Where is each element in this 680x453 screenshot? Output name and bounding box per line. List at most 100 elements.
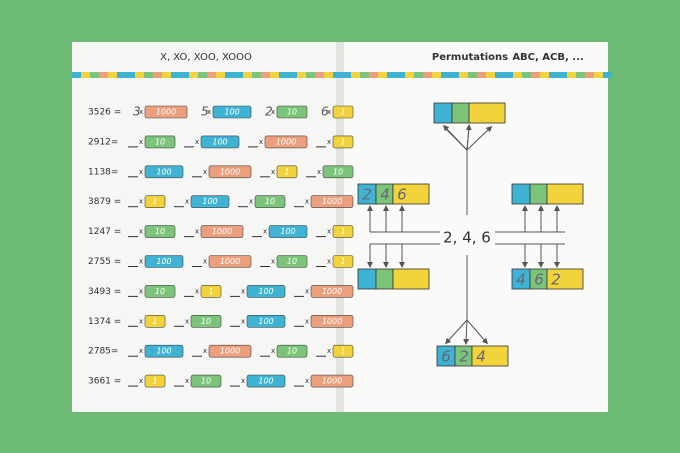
- stripe: [324, 72, 333, 78]
- chip-label: 100: [258, 287, 273, 296]
- chip-label: 1000: [220, 257, 240, 266]
- stripe: [144, 72, 153, 78]
- chip-label: 1000: [322, 197, 342, 206]
- place-chip: [310, 195, 354, 208]
- left-title: X, XO, XOO, XOOO: [160, 52, 252, 63]
- stripe: [135, 72, 144, 78]
- stripe: [603, 72, 612, 78]
- digit: 2: [265, 105, 273, 119]
- stripe: [225, 72, 234, 78]
- chip-label: 10: [155, 287, 165, 296]
- place-chip: [144, 195, 166, 208]
- times: x: [139, 168, 143, 176]
- times: x: [327, 138, 331, 146]
- place-chip: [200, 285, 222, 298]
- place-chip: [310, 314, 354, 328]
- place-chip: [144, 135, 176, 149]
- chip-label: 1000: [212, 227, 232, 236]
- times: x: [249, 198, 253, 206]
- chip-label: 1000: [322, 317, 342, 326]
- place-chip: [144, 314, 166, 328]
- times: x: [203, 347, 207, 355]
- right-title: Permutations: [432, 52, 508, 63]
- place-chip: [332, 105, 354, 119]
- row-label: 2912=: [88, 137, 118, 147]
- chip-label: 100: [280, 227, 295, 236]
- stripe: [351, 72, 360, 78]
- times: x: [185, 317, 189, 325]
- place-chip: [200, 225, 244, 238]
- stripe: [234, 72, 243, 78]
- place-chip: [310, 374, 354, 388]
- place-chip: [144, 105, 188, 119]
- times: x: [263, 228, 267, 236]
- chip-label: 100: [224, 108, 239, 117]
- row-label: 1138=: [88, 167, 118, 177]
- stripe: [423, 72, 432, 78]
- times: x: [139, 317, 143, 325]
- digit-block: [529, 183, 548, 205]
- times: x: [139, 198, 143, 206]
- row-label: 3526 =: [88, 108, 121, 118]
- place-chip: [144, 165, 184, 179]
- chip-label: 10: [333, 167, 343, 176]
- chip-label: 100: [202, 197, 217, 206]
- digit-block: [451, 102, 470, 124]
- times: x: [195, 228, 199, 236]
- times: x: [195, 138, 199, 146]
- stripe: [432, 72, 441, 78]
- times: x: [271, 258, 275, 266]
- stripe: [72, 72, 81, 78]
- stripe: [162, 72, 171, 78]
- digit-block: [546, 268, 584, 290]
- times: x: [203, 258, 207, 266]
- chip-label: 1000: [276, 137, 296, 146]
- place-chip: [332, 225, 354, 238]
- times: x: [139, 138, 143, 146]
- stripe: [441, 72, 450, 78]
- center-digits: 2, 4, 6: [443, 229, 491, 247]
- chip-label: 1: [152, 317, 157, 326]
- stripe: [396, 72, 405, 78]
- stripe: [342, 72, 351, 78]
- block-digit: 4: [380, 186, 390, 204]
- chip-label: 100: [258, 317, 273, 326]
- digit-block: [511, 183, 531, 205]
- times: x: [305, 377, 309, 385]
- stripe: [270, 72, 279, 78]
- chip-label: 1000: [220, 347, 240, 356]
- stripe: [405, 72, 414, 78]
- block-digit: 4: [516, 271, 526, 289]
- times: x: [241, 287, 245, 295]
- place-chip: [144, 255, 184, 268]
- digit: 3: [133, 105, 141, 119]
- row-label: 2755 =: [88, 257, 121, 267]
- chip-label: 10: [287, 347, 297, 356]
- times: x: [139, 228, 143, 236]
- place-chip: [144, 344, 184, 358]
- digit-block: [546, 183, 584, 205]
- times: x: [305, 287, 309, 295]
- chip-label: 1: [340, 347, 345, 356]
- chip-label: 10: [201, 317, 211, 326]
- place-chip: [246, 374, 286, 388]
- stripe: [315, 72, 324, 78]
- chip-label: 1: [152, 197, 157, 206]
- stripe: [549, 72, 558, 78]
- stripe: [171, 72, 180, 78]
- place-chip: [144, 225, 176, 238]
- stripe: [198, 72, 207, 78]
- times: x: [139, 108, 143, 116]
- stripe: [261, 72, 270, 78]
- place-chip: [144, 285, 176, 298]
- stripe: [567, 72, 576, 78]
- stripe: [495, 72, 504, 78]
- row-label: 3661 =: [88, 377, 121, 387]
- digit-block: [471, 345, 509, 367]
- chip-label: 100: [156, 257, 171, 266]
- place-chip: [246, 285, 286, 298]
- chip-label: 10: [155, 227, 165, 236]
- times: x: [139, 347, 143, 355]
- stripe: [477, 72, 486, 78]
